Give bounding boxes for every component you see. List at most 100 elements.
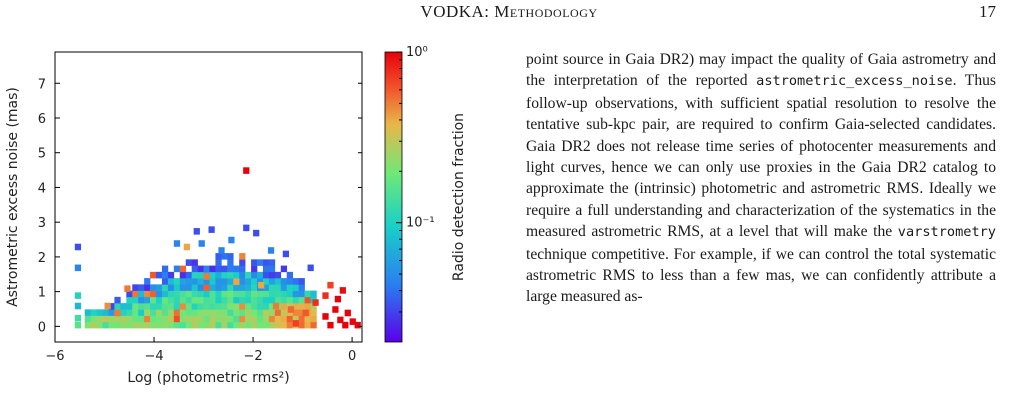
heatmap-cell (132, 296, 139, 304)
x-tick-label: 0 (348, 349, 356, 364)
heatmap-cell (298, 303, 305, 310)
heatmap-cell (310, 303, 317, 310)
heatmap-cell (304, 303, 311, 310)
heatmap-cell (221, 303, 228, 310)
heatmap-cell (239, 271, 246, 279)
heatmap-cell (268, 309, 276, 316)
heatmap-cell (150, 271, 157, 279)
heatmap-cell (156, 290, 163, 298)
running-header: VODKA: Methodology 17 (0, 0, 1018, 28)
heatmap-cell (262, 259, 270, 266)
heatmap-cell (173, 284, 181, 291)
heatmap-cell (209, 321, 216, 329)
heatmap-cell (173, 303, 181, 310)
heatmap-cell (161, 321, 169, 329)
heatmap-cells (74, 167, 361, 329)
heatmap-cell (286, 278, 293, 285)
heatmap-cell (257, 309, 264, 316)
heatmap-cell (167, 278, 175, 285)
heatmap-cell (349, 318, 356, 325)
heatmap-cell (262, 303, 270, 310)
heatmap-cell (257, 315, 264, 323)
heatmap-cell (185, 271, 192, 279)
heatmap-cell (257, 278, 264, 285)
heatmap-cell (239, 284, 246, 291)
heatmap-cell (114, 303, 121, 310)
heatmap-cell (215, 290, 222, 298)
heatmap-cell (298, 296, 305, 304)
heatmap-cell (167, 303, 175, 310)
heatmap-cell (84, 315, 91, 323)
heatmap-cell (251, 315, 258, 323)
heatmap-cell (268, 321, 276, 329)
x-tick-label: −6 (45, 349, 64, 364)
heatmap-cell (167, 290, 175, 298)
heatmap-cell (286, 315, 293, 323)
heatmap-cell (102, 309, 109, 316)
heatmap-cell (239, 303, 246, 310)
heatmap-cell (274, 315, 282, 323)
heatmap-cell (197, 296, 204, 304)
heatmap-cell (262, 315, 270, 323)
heatmap-cell (150, 315, 157, 323)
heatmap-cell (298, 315, 305, 323)
heatmap-cell (203, 273, 210, 280)
heatmap-cell (209, 265, 216, 273)
heatmap-cell (156, 321, 163, 329)
heatmap-cell (138, 290, 145, 298)
heatmap-cell (280, 309, 288, 316)
y-tick-label: 0 (38, 320, 46, 335)
heatmap-cell (197, 278, 204, 285)
heatmap-cell (298, 309, 305, 316)
heatmap-cell (126, 309, 133, 316)
heatmap-cell (144, 309, 151, 316)
heatmap-cell (215, 265, 222, 273)
heatmap-cell (257, 271, 264, 279)
heatmap-cell (312, 299, 319, 306)
heatmap-cell (138, 284, 145, 291)
heatmap-cell (239, 296, 246, 304)
body-text-1: point source in Gaia DR2) may impact the… (526, 51, 996, 90)
heatmap-cell (132, 315, 139, 323)
heatmap-cell (173, 315, 181, 323)
y-tick-label: 3 (38, 216, 46, 231)
heatmap-cell (257, 259, 264, 266)
heatmap-cell (251, 309, 258, 316)
heatmap-cell (221, 278, 228, 285)
heatmap-cell (274, 309, 282, 316)
heatmap-cell (120, 309, 127, 316)
heatmap-cell (150, 309, 157, 316)
heatmap-cell (167, 309, 175, 316)
heatmap-cell (304, 321, 311, 329)
heatmap-cell (74, 314, 82, 322)
heatmap-cell (274, 284, 282, 291)
colorbar-tick-label: 10⁻¹ (406, 216, 435, 231)
heatmap-cell (233, 309, 240, 316)
heatmap-cell (310, 290, 317, 298)
heatmap-cell (179, 321, 187, 329)
heatmap-cell (90, 315, 97, 323)
heatmap-cell (167, 284, 175, 291)
heatmap-cell (253, 229, 260, 237)
heatmap-cell (138, 309, 145, 316)
heatmap-cell (286, 321, 293, 329)
heatmap-cell (251, 321, 258, 329)
heatmap-cell (233, 315, 240, 323)
heatmap-cell (108, 321, 115, 329)
heatmap-cell (197, 315, 204, 323)
heatmap-cell (209, 290, 216, 298)
heatmap-cell (262, 265, 270, 273)
heatmap-cell (221, 296, 228, 304)
heatmap-cell (227, 321, 234, 329)
heatmap-cell (197, 321, 204, 329)
heatmap-cell (179, 303, 187, 310)
heatmap-cell (221, 290, 228, 298)
heatmap-cell (245, 296, 252, 304)
heatmap-cell (209, 309, 216, 316)
heatmap-cell (243, 167, 250, 174)
heatmap-cell (191, 315, 198, 323)
heatmap-cell (310, 321, 317, 329)
heatmap-cell (233, 290, 240, 298)
page-number: 17 (979, 2, 996, 21)
heatmap-cell (96, 321, 103, 329)
